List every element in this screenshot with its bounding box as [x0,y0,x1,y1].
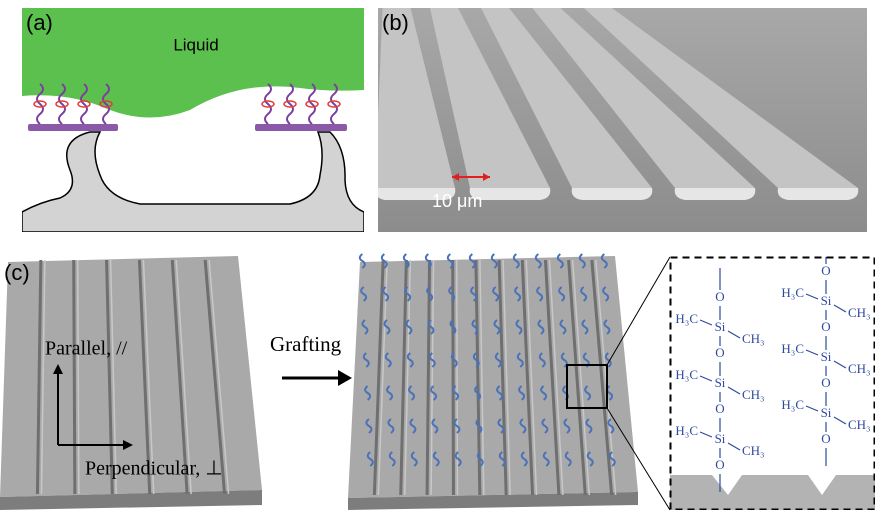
atom-label: H₃C [675,423,698,438]
arrow-head [338,370,352,386]
atom-label: O [715,289,724,304]
atom-label: H₃C [675,367,698,382]
atom-label: Si [715,375,726,390]
atom-label: O [821,375,830,390]
groove [74,260,75,494]
atom-label: CH₃ [848,417,871,432]
panel-label: (b) [382,10,409,35]
atom-label: H₃C [781,285,804,300]
scale-bar-label: 10 μm [432,191,482,211]
atom-label: CH₃ [848,361,871,376]
atom-label: O [715,345,724,360]
zoom-box: O Si H₃C CH₃ O Si H₃C CH₃ O Si H₃C CH₃ O O Si H₃C CH₃ O Si… [670,242,875,510]
perpendicular-label: Perpendicular, ⊥ [85,458,223,480]
parallel-label: Parallel, // [45,338,128,360]
atom-label: O [821,263,830,278]
process-label: Grafting [270,332,342,356]
atom-label: H₃C [781,341,804,356]
atom-label: Si [821,405,832,420]
atom-label: H₃C [781,397,804,412]
liquid-label: Liquid [173,35,218,54]
atom-label: O [821,319,830,334]
ridge-front [572,188,653,200]
ridge-front [778,188,859,200]
atom-label: CH₃ [742,331,765,346]
atom-label: O [821,431,830,446]
atom-label: CH₃ [742,443,765,458]
atom-label: Si [715,431,726,446]
atom-label: Si [821,293,832,308]
atom-label: H₃C [675,311,698,326]
atom-label: CH₃ [742,387,765,402]
atom-label: Si [821,349,832,364]
panel-label: (a) [26,10,53,35]
plate-grafted [348,254,670,510]
ridge-front [675,188,756,200]
atom-label: O [715,457,724,472]
atom-label: CH₃ [848,305,871,320]
panel-label: (c) [4,260,30,285]
groove-edge [457,260,458,495]
figure: O Si H₃C CH₃ O Si H₃C CH₃ O Si H₃C CH₃ O O Si H₃C CH₃ O Si… [0,0,875,510]
atom-label: Si [715,319,726,334]
atom-label: O [715,401,724,416]
